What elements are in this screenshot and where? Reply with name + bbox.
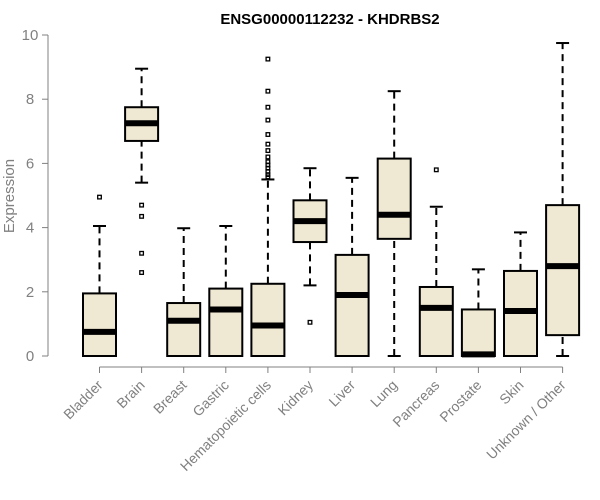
y-axis: 0 2 4 6 8 10 (22, 27, 49, 365)
iqr-box (334, 253, 370, 357)
box-group (460, 268, 496, 358)
outlier-point (97, 194, 102, 200)
box-group (292, 167, 328, 325)
outlier-point (139, 213, 145, 219)
outlier-point (265, 132, 271, 137)
x-tick-label: Prostate (436, 377, 484, 425)
box-group (376, 90, 412, 357)
outlier-point (139, 202, 145, 208)
x-tick-label: Lung (367, 377, 400, 410)
outlier-point (265, 104, 271, 110)
x-tick-label: Skin (496, 377, 527, 408)
box-group (208, 224, 244, 357)
outlier-point (265, 154, 271, 160)
x-tick-label: Kidney (275, 377, 317, 419)
x-tick-label: Liver (325, 377, 358, 410)
iqr-box (208, 287, 244, 357)
outlier-point (265, 174, 271, 180)
iqr-box (376, 157, 412, 240)
outlier-point (139, 250, 145, 256)
x-tick-label: Pancreas (389, 377, 442, 430)
box-group (82, 194, 117, 357)
box-group (250, 56, 286, 357)
x-tick-label: Unknown / Other (483, 377, 569, 463)
outlier-point (265, 88, 271, 94)
iqr-box (545, 204, 581, 337)
iqr-box (418, 285, 454, 357)
chart-title: ENSG00000112232 - KHDRBS2 (220, 11, 439, 28)
iqr-box (460, 308, 496, 357)
outlier-point (307, 319, 313, 325)
y-tick-label: 0 (26, 348, 34, 365)
y-axis-label: Expression (1, 159, 18, 233)
box-group (166, 227, 202, 358)
box-series (82, 42, 581, 358)
x-tick-label: Brain (113, 377, 147, 411)
box-group (418, 167, 454, 357)
iqr-box (82, 292, 117, 357)
x-tick-label: Breast (150, 377, 190, 417)
x-tick-label: Bladder (60, 377, 106, 423)
box-group (124, 67, 160, 275)
y-tick-label: 10 (22, 27, 39, 44)
outlier-point (265, 141, 271, 147)
iqr-box (250, 282, 286, 357)
iqr-box (166, 302, 202, 358)
outlier-point (433, 167, 439, 173)
outlier-point (265, 56, 271, 62)
y-tick-label: 4 (26, 220, 34, 237)
y-tick-label: 6 (26, 155, 34, 172)
outlier-point (139, 270, 145, 275)
outlier-point (265, 117, 271, 123)
box-group (334, 176, 370, 357)
y-tick-label: 8 (26, 91, 34, 108)
outlier-point (265, 148, 271, 154)
box-group (545, 42, 581, 357)
y-tick-label: 2 (26, 284, 34, 301)
box-group (503, 231, 538, 357)
